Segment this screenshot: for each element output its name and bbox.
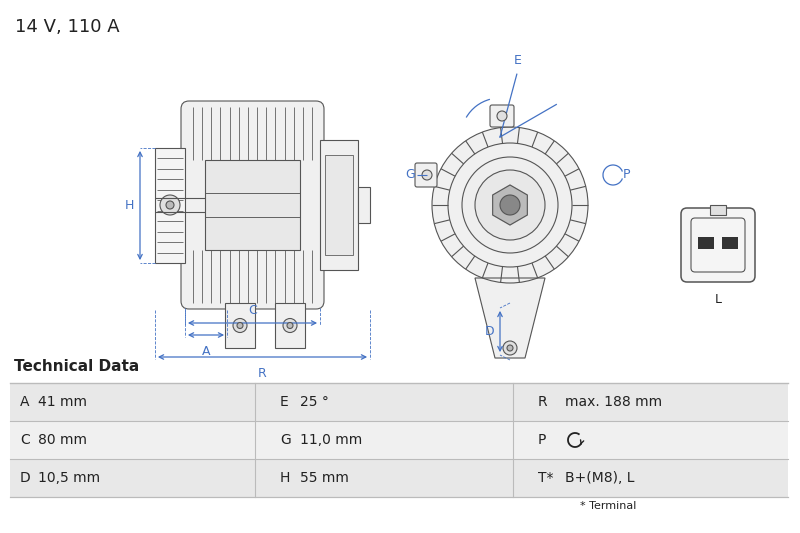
Circle shape bbox=[497, 111, 507, 121]
Text: E: E bbox=[280, 395, 289, 409]
Text: * Terminal: * Terminal bbox=[580, 501, 636, 511]
Circle shape bbox=[432, 127, 588, 283]
Text: 25 °: 25 ° bbox=[300, 395, 329, 409]
Bar bbox=[10, 383, 788, 421]
Bar bbox=[320, 140, 358, 270]
FancyBboxPatch shape bbox=[490, 105, 514, 127]
Bar bbox=[205, 160, 300, 250]
Text: max. 188 mm: max. 188 mm bbox=[565, 395, 662, 409]
Text: G: G bbox=[280, 433, 290, 447]
Bar bbox=[698, 237, 714, 249]
Text: 41 mm: 41 mm bbox=[38, 395, 87, 409]
Circle shape bbox=[507, 345, 513, 351]
Bar bbox=[10, 459, 788, 497]
Text: R: R bbox=[258, 367, 267, 380]
Circle shape bbox=[283, 319, 297, 333]
FancyBboxPatch shape bbox=[181, 101, 324, 309]
Circle shape bbox=[422, 170, 432, 180]
Text: A: A bbox=[20, 395, 30, 409]
Text: L: L bbox=[714, 293, 722, 306]
Circle shape bbox=[233, 319, 247, 333]
Text: G: G bbox=[406, 168, 415, 182]
Circle shape bbox=[503, 341, 517, 355]
Text: H: H bbox=[280, 471, 290, 485]
Text: B+(M8), L: B+(M8), L bbox=[565, 471, 634, 485]
Bar bbox=[225, 303, 255, 348]
Text: A: A bbox=[202, 345, 210, 358]
Text: E: E bbox=[514, 54, 522, 67]
Text: C: C bbox=[248, 304, 257, 317]
Bar bbox=[710, 205, 726, 215]
Text: R: R bbox=[538, 395, 548, 409]
Text: H: H bbox=[125, 199, 134, 212]
Circle shape bbox=[500, 195, 520, 215]
Polygon shape bbox=[475, 278, 545, 358]
Circle shape bbox=[166, 201, 174, 209]
Bar bbox=[275, 303, 305, 348]
Text: D: D bbox=[484, 325, 494, 338]
Text: P: P bbox=[538, 433, 546, 447]
Bar bbox=[155, 148, 185, 263]
Bar bbox=[10, 421, 788, 459]
Circle shape bbox=[475, 170, 545, 240]
FancyBboxPatch shape bbox=[681, 208, 755, 282]
FancyBboxPatch shape bbox=[415, 163, 437, 187]
Circle shape bbox=[237, 322, 243, 328]
Text: T*: T* bbox=[538, 471, 554, 485]
Text: D: D bbox=[20, 471, 30, 485]
Bar bbox=[358, 187, 370, 223]
Text: 11,0 mm: 11,0 mm bbox=[300, 433, 362, 447]
Text: 10,5 mm: 10,5 mm bbox=[38, 471, 100, 485]
Text: 80 mm: 80 mm bbox=[38, 433, 87, 447]
Bar bbox=[722, 237, 738, 249]
Text: C: C bbox=[20, 433, 30, 447]
Polygon shape bbox=[493, 185, 527, 225]
Circle shape bbox=[287, 322, 293, 328]
Text: P: P bbox=[623, 168, 630, 182]
Bar bbox=[325, 155, 353, 255]
Circle shape bbox=[462, 157, 558, 253]
Text: 55 mm: 55 mm bbox=[300, 471, 349, 485]
Text: Technical Data: Technical Data bbox=[14, 359, 139, 374]
Circle shape bbox=[160, 195, 180, 215]
Text: 14 V, 110 A: 14 V, 110 A bbox=[15, 18, 120, 36]
